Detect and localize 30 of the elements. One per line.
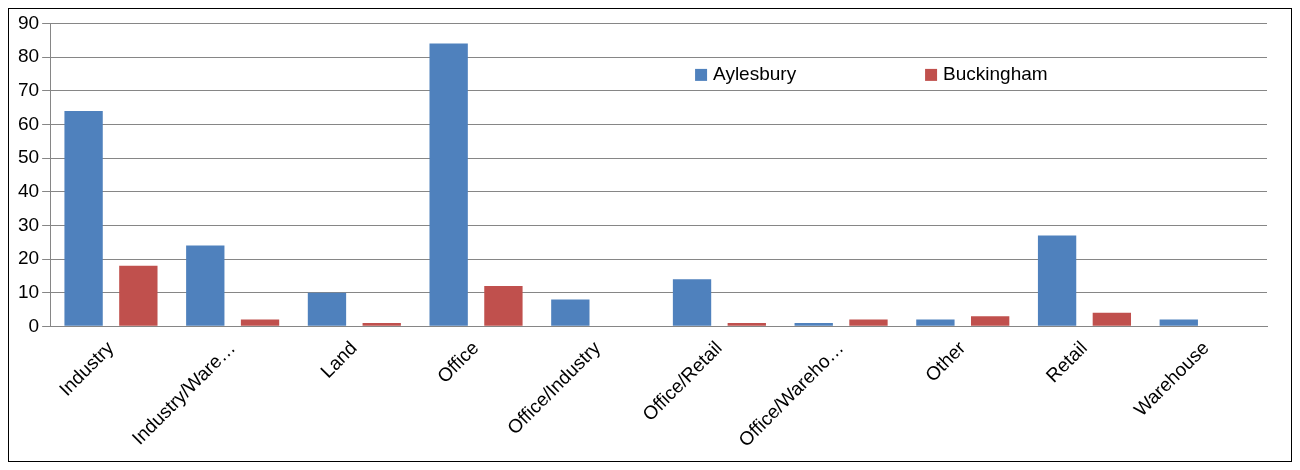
bar [1159,319,1198,326]
y-tick-label: 80 [17,45,40,67]
bar [916,319,955,326]
bar [307,292,347,326]
y-tick-label: 10 [17,280,40,302]
y-tick-label: 60 [17,112,40,134]
y-tick-label: 90 [17,11,40,33]
bar [794,322,833,326]
legend-label: Buckingham [943,63,1048,85]
bar [484,285,523,326]
bar [551,299,590,326]
bar [971,316,1010,326]
bar [119,265,158,326]
bar [186,245,225,326]
bar [727,322,766,326]
bar [429,43,468,326]
legend-label: Aylesbury [713,63,797,85]
bar [849,319,888,326]
bar [362,322,401,326]
bar [240,319,280,326]
y-tick-label: 40 [17,179,40,201]
y-tick-label: 50 [17,146,40,168]
y-tick-label: 20 [17,247,40,269]
bar [1037,235,1077,326]
bar [672,279,712,326]
y-tick-label: 70 [17,78,40,100]
bar [64,110,103,326]
y-tick-label: 30 [17,213,40,235]
bar [1092,312,1132,326]
y-tick-label: 0 [28,314,40,336]
